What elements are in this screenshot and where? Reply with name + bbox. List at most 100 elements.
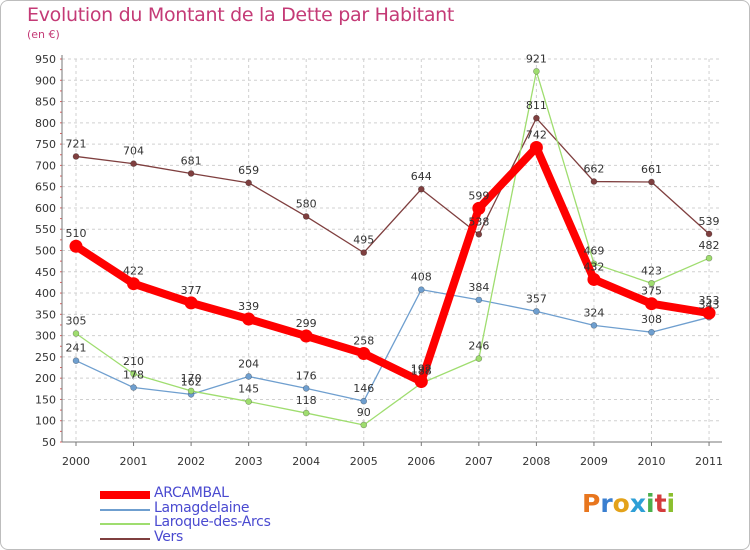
data-label: 432 bbox=[583, 260, 604, 273]
x-tick-label: 2006 bbox=[407, 455, 435, 468]
data-label: 339 bbox=[238, 300, 259, 313]
data-point bbox=[475, 355, 483, 362]
logo-letter: o bbox=[612, 489, 630, 518]
legend-swatch bbox=[100, 491, 150, 499]
data-label: 495 bbox=[353, 234, 374, 247]
data-label: 681 bbox=[181, 154, 202, 167]
y-tick-label: 450 bbox=[35, 266, 56, 279]
data-label: 721 bbox=[66, 137, 87, 150]
data-point bbox=[533, 68, 540, 75]
data-label: 178 bbox=[123, 369, 144, 382]
data-label: 324 bbox=[583, 306, 604, 319]
data-label: 377 bbox=[181, 284, 202, 297]
data-label: 662 bbox=[583, 163, 604, 176]
data-point bbox=[130, 370, 137, 378]
y-tick-label: 950 bbox=[35, 53, 56, 66]
grid bbox=[62, 58, 722, 443]
data-label: 192 bbox=[411, 363, 432, 376]
data-label: 704 bbox=[123, 145, 144, 158]
data-point bbox=[648, 178, 655, 186]
data-label: 343 bbox=[699, 298, 720, 311]
x-tick-label: 2003 bbox=[235, 455, 263, 468]
data-point bbox=[72, 330, 80, 337]
data-label: 375 bbox=[641, 285, 662, 298]
data-point bbox=[417, 286, 425, 293]
data-point bbox=[587, 272, 601, 286]
data-point bbox=[302, 385, 310, 392]
data-point bbox=[187, 170, 195, 177]
x-tick-label: 2007 bbox=[465, 455, 493, 468]
data-label: 353 bbox=[699, 294, 720, 307]
data-point bbox=[187, 387, 195, 395]
data-point bbox=[648, 328, 655, 336]
data-label: 422 bbox=[123, 265, 144, 278]
series-lines bbox=[69, 68, 716, 429]
data-point bbox=[357, 346, 371, 360]
legend-label: Laroque-des-Arcs bbox=[154, 514, 271, 530]
data-point bbox=[533, 114, 540, 122]
axes: 50 100 150 200 250 300 350 400 450 500 550 600 650 70… bbox=[35, 53, 723, 468]
data-labels: 510 422 377 339 299 258 192 599 742 432 375 353 241 1… bbox=[66, 52, 720, 419]
data-point bbox=[472, 201, 486, 215]
y-tick-label: 600 bbox=[35, 202, 56, 215]
data-label: 308 bbox=[641, 313, 662, 326]
legend-swatch bbox=[100, 537, 150, 540]
data-point bbox=[299, 329, 313, 343]
data-point bbox=[360, 421, 368, 429]
data-label: 921 bbox=[526, 52, 547, 65]
data-point bbox=[242, 312, 256, 326]
data-label: 210 bbox=[123, 355, 144, 368]
x-tick-label: 2009 bbox=[580, 455, 608, 468]
data-label: 580 bbox=[296, 197, 317, 210]
data-label: 170 bbox=[181, 372, 202, 385]
data-label: 118 bbox=[296, 394, 317, 407]
data-point bbox=[130, 384, 137, 391]
data-label: 423 bbox=[641, 264, 662, 277]
chart-title: Evolution du Montant de la Dette par Hab… bbox=[27, 4, 455, 26]
logo-letter: x bbox=[629, 489, 646, 518]
y-tick-label: 800 bbox=[35, 117, 56, 130]
data-label: 357 bbox=[526, 292, 547, 305]
y-tick-label: 550 bbox=[35, 223, 56, 236]
legend-label: Vers bbox=[154, 528, 183, 545]
data-point bbox=[245, 398, 252, 405]
proxiti-logo: Proxiti bbox=[582, 489, 675, 518]
y-tick-label: 100 bbox=[35, 415, 56, 428]
legend-swatch bbox=[100, 508, 150, 511]
chart-subtitle: (en €) bbox=[27, 28, 60, 41]
data-point bbox=[245, 373, 252, 380]
data-point bbox=[475, 231, 483, 238]
data-label: 258 bbox=[353, 334, 374, 347]
data-label: 384 bbox=[468, 281, 489, 294]
y-tick-label: 150 bbox=[35, 393, 56, 406]
data-point bbox=[702, 306, 716, 320]
data-point bbox=[130, 160, 137, 167]
data-label: 742 bbox=[526, 129, 547, 142]
data-point bbox=[475, 296, 483, 304]
data-point bbox=[705, 230, 713, 238]
data-point bbox=[127, 277, 141, 291]
data-label: 146 bbox=[353, 382, 374, 395]
data-point bbox=[417, 185, 425, 193]
data-label: 510 bbox=[66, 227, 87, 240]
data-label: 599 bbox=[468, 189, 489, 202]
data-label: 469 bbox=[583, 245, 604, 258]
data-point bbox=[590, 178, 598, 185]
x-tick-label: 2001 bbox=[120, 455, 148, 468]
y-tick-label: 50 bbox=[42, 436, 56, 449]
y-tick-label: 750 bbox=[35, 138, 56, 151]
data-label: 90 bbox=[357, 406, 371, 419]
data-point bbox=[533, 308, 540, 315]
data-point bbox=[529, 141, 543, 155]
legend-label: ARCAMBAL bbox=[154, 485, 229, 501]
data-point bbox=[69, 239, 83, 253]
data-point bbox=[302, 409, 310, 417]
data-point bbox=[645, 297, 658, 311]
data-label: 176 bbox=[296, 369, 317, 382]
y-tick-label: 200 bbox=[35, 372, 56, 385]
data-label: 188 bbox=[411, 364, 432, 377]
data-point bbox=[414, 375, 428, 389]
x-tick-label: 2002 bbox=[177, 455, 205, 468]
data-label: 644 bbox=[411, 170, 432, 183]
y-tick-label: 400 bbox=[35, 287, 56, 300]
